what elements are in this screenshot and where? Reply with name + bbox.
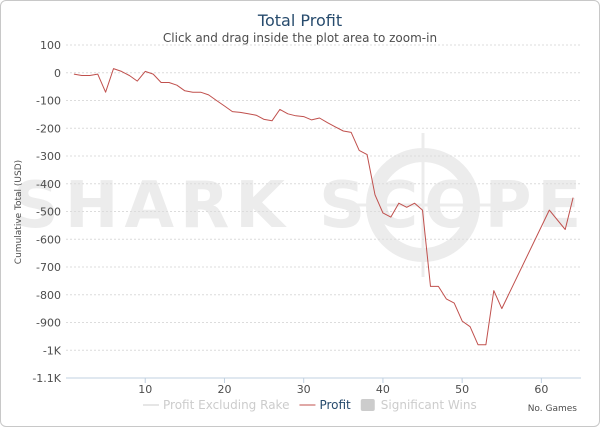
y-axis-label: Cumulative Total (USD): [14, 160, 24, 264]
scope-crosshair-logo: [351, 133, 495, 277]
y-tick-label: 100: [40, 39, 61, 52]
y-tick-label: -500: [36, 206, 61, 219]
x-tick-label: 60: [534, 383, 548, 396]
y-tick-label: -300: [36, 150, 61, 163]
watermark: SHARK SCOPE: [13, 169, 587, 243]
y-tick-label: -900: [36, 317, 61, 330]
y-tick-label: -1K: [43, 344, 62, 357]
legend-item[interactable]: Significant Wins: [360, 398, 477, 412]
y-tick-label: 0: [54, 67, 61, 80]
grid-lines: [66, 44, 581, 379]
legend-label: Profit: [319, 398, 351, 412]
x-tick-label: 50: [455, 383, 469, 396]
y-tick-label: -400: [36, 178, 61, 191]
y-tick-label: -1.1K: [32, 372, 61, 385]
y-tick-label: -100: [36, 95, 61, 108]
legend: Profit Excluding Rake Profit Significant W…: [143, 398, 477, 412]
legend-symbol: [360, 399, 375, 411]
chart-title: Total Profit: [257, 11, 342, 30]
x-axis-label: No. Games: [528, 404, 578, 414]
y-tick-label: -200: [36, 122, 61, 135]
series-layer[interactable]: [73, 68, 574, 346]
legend-item[interactable]: Profit Excluding Rake: [143, 398, 289, 412]
legend-item[interactable]: Profit: [299, 398, 351, 412]
x-axis: 10 20 30 40 50 60: [66, 377, 581, 396]
x-tick-label: 40: [376, 383, 390, 396]
y-tick-label: -800: [36, 289, 61, 302]
x-tick-label: 20: [217, 383, 231, 396]
x-tick-label: 10: [138, 383, 152, 396]
legend-label: Profit Excluding Rake: [163, 398, 289, 412]
y-tick-label: -700: [36, 261, 61, 274]
series-line-profit[interactable]: [73, 68, 574, 346]
y-tick-label: -600: [36, 233, 61, 246]
chart-subtitle: Click and drag inside the plot area to z…: [163, 31, 437, 45]
legend-label: Significant Wins: [381, 398, 477, 412]
x-tick-label: 30: [297, 383, 311, 396]
y-axis: 100 0 -100 -200 -300 -400 -500 -600 -700 -800 -900…: [32, 39, 61, 385]
